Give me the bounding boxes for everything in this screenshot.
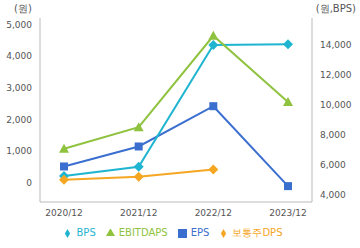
html-text:EBITDAPS: EBITDAPS: [118, 227, 168, 238]
svg-text:12,000: 12,000: [320, 70, 352, 80]
html-text:(원): (원): [14, 3, 32, 14]
svg-text:5,000: 5,000: [8, 20, 32, 30]
html-text:EPS: EPS: [190, 227, 210, 238]
svg-text:2022/12: 2022/12: [195, 208, 232, 218]
svg-text:2021/12: 2021/12: [120, 208, 157, 218]
svg-text:3,000: 3,000: [8, 83, 32, 93]
svg-text:0: 0: [26, 178, 32, 188]
svg-text:6,000: 6,000: [320, 160, 346, 170]
svg-text:14,000: 14,000: [320, 40, 352, 50]
svg-text:4,000: 4,000: [8, 51, 32, 61]
svg-text:1,000: 1,000: [8, 146, 32, 156]
svg-text:2023/12: 2023/12: [269, 208, 306, 218]
svg-text:8,000: 8,000: [320, 130, 346, 140]
html-text:(원,BPS): (원,BPS): [315, 3, 356, 14]
svg-text:4,000: 4,000: [320, 190, 346, 200]
svg-text:2,000: 2,000: [8, 115, 32, 125]
html-text:보통주DPS: 보통주DPS: [232, 227, 283, 238]
html-text:BPS: BPS: [76, 227, 96, 238]
svg-text:10,000: 10,000: [320, 100, 352, 110]
svg-text:2020/12: 2020/12: [45, 208, 82, 218]
